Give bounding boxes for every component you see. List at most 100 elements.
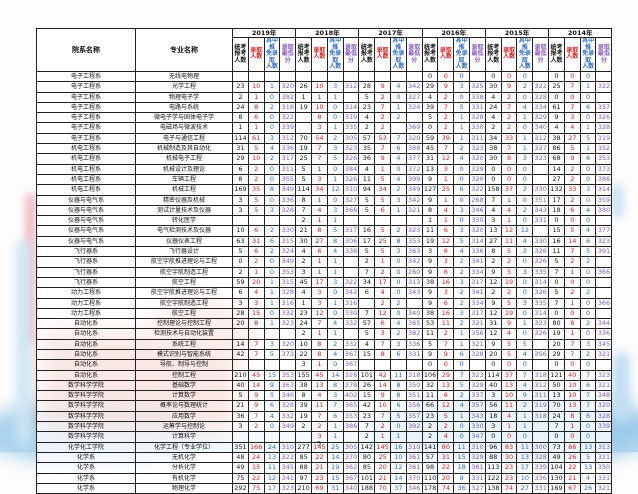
value-cell: 4 (579, 204, 597, 217)
value-cell: 323 (532, 318, 550, 330)
value-cell: 340 (532, 122, 550, 134)
value-cell: 85 (358, 462, 376, 474)
value-cell: 0 (579, 421, 597, 433)
value-cell: 343 (405, 287, 423, 299)
value-cell: 19 (295, 101, 313, 114)
value-cell (358, 359, 376, 371)
dept-cell: 自动化系 (36, 318, 136, 330)
value-cell: 39 (437, 132, 455, 145)
value-cell: 4 (579, 472, 597, 484)
value-cell: 332 (279, 307, 297, 320)
value-cell: 349 (279, 184, 297, 196)
major-column-header: 专业名称 (135, 28, 233, 72)
value-cell: 3 (390, 246, 407, 258)
major-cell: 测试计量技术及仪器 (135, 204, 233, 217)
value-cell: 4 (358, 338, 376, 350)
value-cell: 353 (279, 369, 297, 381)
value-cell: 326 (532, 246, 550, 258)
year-header: 2014年 (548, 28, 613, 38)
value-cell: 334 (469, 297, 486, 309)
value-cell: 5 (263, 348, 281, 361)
value-cell: 24 (548, 410, 565, 423)
value-cell: 9 (374, 81, 392, 93)
value-cell: 32 (421, 379, 439, 392)
value-cell: 321 (595, 482, 613, 494)
value-cell: 2 (421, 421, 439, 433)
value-cell: 2 (295, 421, 313, 433)
value-cell: 2 (484, 287, 502, 299)
value-cell: 0 (263, 307, 281, 320)
value-cell: 4 (374, 287, 392, 299)
value-cell: 4 (516, 379, 534, 392)
value-cell: 70 (295, 132, 313, 145)
value-cell: 74 (437, 482, 455, 494)
value-cell: 4 (326, 348, 344, 361)
value-cell: 0 (326, 112, 344, 124)
table-row: 数学科学学院 概率论与数理统计 21 9 6 328 39 11 7 365 42 10 6 356 66 1… (36, 400, 613, 412)
value-cell: 25 (548, 81, 565, 93)
value-cell: 23 (295, 307, 313, 320)
major-cell: 航空宇航制造工程 (135, 266, 233, 278)
value-cell: 9 (484, 266, 502, 278)
value-cell: 2 (563, 163, 581, 175)
value-cell: 6 (437, 225, 455, 237)
value-cell: 331 (469, 472, 486, 484)
value-cell: 7 (500, 101, 518, 114)
value-cell: 3 (232, 421, 249, 433)
table-row: 化学系 分析化学 49 15 11 345 88 21 19 362 85 20 12 361 98 22 18… (36, 462, 613, 474)
value-cell: 323 (595, 235, 613, 248)
value-cell: 8 (484, 246, 502, 258)
value-cell: 0 (516, 359, 534, 371)
value-cell: 23 (358, 410, 376, 423)
value-cell: 0 (421, 122, 439, 134)
value-cell: 12 (484, 307, 502, 320)
value-cell: 353 (342, 410, 360, 423)
year-header: 2016年 (421, 28, 486, 38)
value-cell: 27 (516, 482, 534, 494)
table-row: 化学系 无机化学 48 24 13 322 85 22 14 370 80 25 10 361 57 31 15… (36, 451, 613, 464)
value-cell (232, 70, 249, 83)
value-cell: 36 (232, 410, 249, 423)
sub-header: 录取 最低 分 (405, 37, 423, 72)
value-cell: 4 (484, 112, 502, 124)
dept-cell: 化学系 (36, 472, 136, 484)
value-cell: 48 (232, 451, 249, 464)
sub-header: 录取 人数 (374, 37, 392, 72)
value-cell (247, 328, 265, 340)
value-cell: 74 (500, 482, 518, 494)
dept-cell: 电子工程系 (36, 112, 136, 124)
value-cell: 14 (548, 163, 565, 175)
value-cell: 329 (469, 451, 486, 464)
value-cell: 3 (247, 297, 265, 309)
value-cell: 370 (342, 451, 360, 464)
value-cell: 9 (421, 173, 439, 186)
value-cell: 0 (263, 256, 281, 268)
value-cell: 8 (311, 112, 328, 124)
value-cell: 356 (405, 400, 423, 412)
value-cell: 4 (295, 287, 313, 299)
value-cell: 0 (263, 173, 281, 186)
value-cell: 1 (263, 297, 281, 309)
value-cell: 11 (548, 246, 565, 258)
dept-cell: 数学科学学院 (36, 400, 136, 412)
value-cell: 324 (279, 246, 297, 258)
value-cell (405, 359, 423, 371)
value-cell: 329 (469, 379, 486, 392)
value-cell: 0 (263, 122, 281, 134)
value-cell: 4 (484, 204, 502, 217)
value-cell: 328 (595, 122, 613, 134)
value-cell: 2 (516, 400, 534, 412)
value-cell: 29 (437, 369, 455, 381)
value-cell: 326 (532, 287, 550, 299)
value-cell: 320 (279, 338, 297, 350)
value-cell: 0 (263, 112, 281, 124)
value-cell: 0 (453, 421, 471, 433)
value-cell: 322 (595, 81, 613, 93)
value-cell: 317 (469, 276, 486, 289)
value-cell: 9 (500, 318, 518, 330)
value-cell (232, 359, 249, 371)
sub-header: 统考 报考 人数 (421, 37, 439, 72)
value-cell: 0 (516, 307, 534, 320)
value-cell: 6 (247, 112, 265, 124)
dept-cell: 飞行器系 (36, 246, 136, 258)
